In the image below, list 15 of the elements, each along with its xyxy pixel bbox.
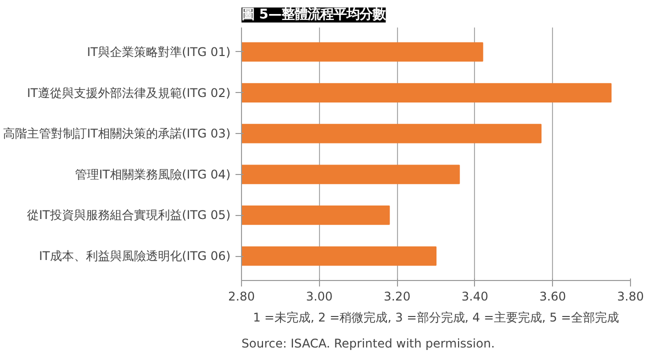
x-tick-label: 3.40 [462, 290, 488, 304]
x-tick-label: 2.80 [228, 290, 255, 304]
y-tick-label: IT成本、利益與風險透明化(ITG 06) [39, 249, 230, 264]
source-note: Source: ISACA. Reprinted with permission. [242, 336, 495, 350]
x-tick-label: 3.20 [384, 290, 410, 304]
x-tick-label: 3.80 [617, 290, 644, 304]
y-tick-label: 高階主管對制訂IT相關決策的承諾(ITG 03) [3, 126, 230, 141]
x-tick-label: 3.60 [539, 290, 566, 304]
y-tick-label: IT遵從與支援外部法律及規範(ITG 02) [27, 86, 230, 100]
y-tick-label: IT與企業策略對準(ITG 01) [87, 44, 230, 59]
text: 1 =未完成, 2 =稍微完成, 3 =部分完成, 4 =主要完成, 5 =全部完成 [252, 310, 620, 324]
chart-title: 圖 5—整體流程平均分數 [242, 6, 387, 22]
y-tick-label: 管理IT相關業務風險(ITG 04) [75, 167, 230, 182]
x-tick-label: 3.00 [306, 290, 333, 304]
y-tick-label: 從IT投資與服務組合實現利益(ITG 05) [27, 208, 230, 222]
